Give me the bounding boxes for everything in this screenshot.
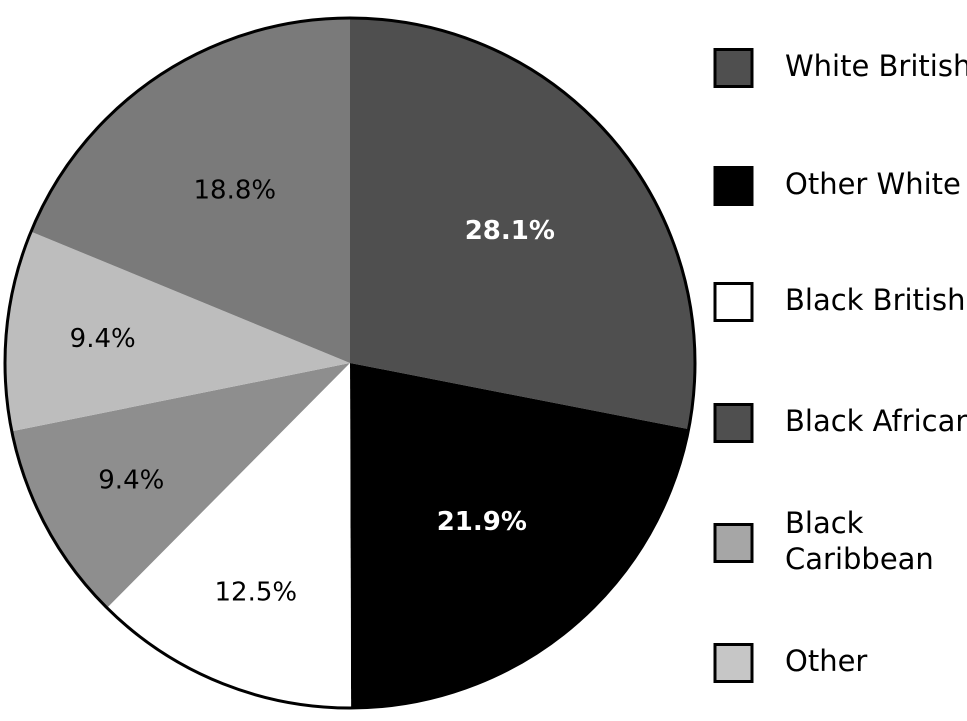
pie-slice-white-british [350, 18, 695, 430]
legend-label-other: Other [785, 644, 867, 678]
legend-swatch-black-caribbean [713, 523, 754, 563]
pie-slice-black-british [107, 363, 352, 709]
slice-label-other: 18.8% [193, 176, 276, 206]
slice-label-black-british: 12.5% [214, 577, 297, 607]
legend-swatch-black-british [713, 282, 754, 322]
legend-swatch-other-white [713, 166, 754, 206]
legend-label-black-british: Black British [785, 283, 965, 317]
pie-outline [3, 16, 697, 710]
legend-swatch-white-british [713, 48, 754, 88]
pie-slices [5, 18, 695, 709]
legend-swatch-black-african [713, 403, 754, 443]
pie-slice-black-caribbean [5, 231, 351, 432]
legend-label-white-british: White British [785, 49, 967, 83]
legend: White British Other White Black British Bla… [713, 48, 967, 683]
slice-label-other-white: 21.9% [437, 507, 527, 537]
legend-swatch-other [713, 643, 754, 683]
pie-slice-black-african [11, 363, 351, 608]
legend-label-black-caribbean-line1: Black [785, 506, 864, 540]
slice-label-white-british: 28.1% [465, 216, 555, 246]
legend-label-black-african: Black African [785, 404, 967, 438]
pie-slice-other-white [350, 363, 689, 708]
legend-label-other-white: Other White [785, 167, 961, 201]
slice-labels: 28.1% 21.9% 12.5% 9.4% 9.4% 18.8% [70, 176, 555, 608]
slice-label-black-african: 9.4% [98, 465, 164, 495]
slice-label-black-caribbean: 9.4% [70, 324, 136, 354]
pie-slice-other [31, 18, 350, 363]
legend-label-black-caribbean-line2: Caribbean [785, 542, 934, 576]
